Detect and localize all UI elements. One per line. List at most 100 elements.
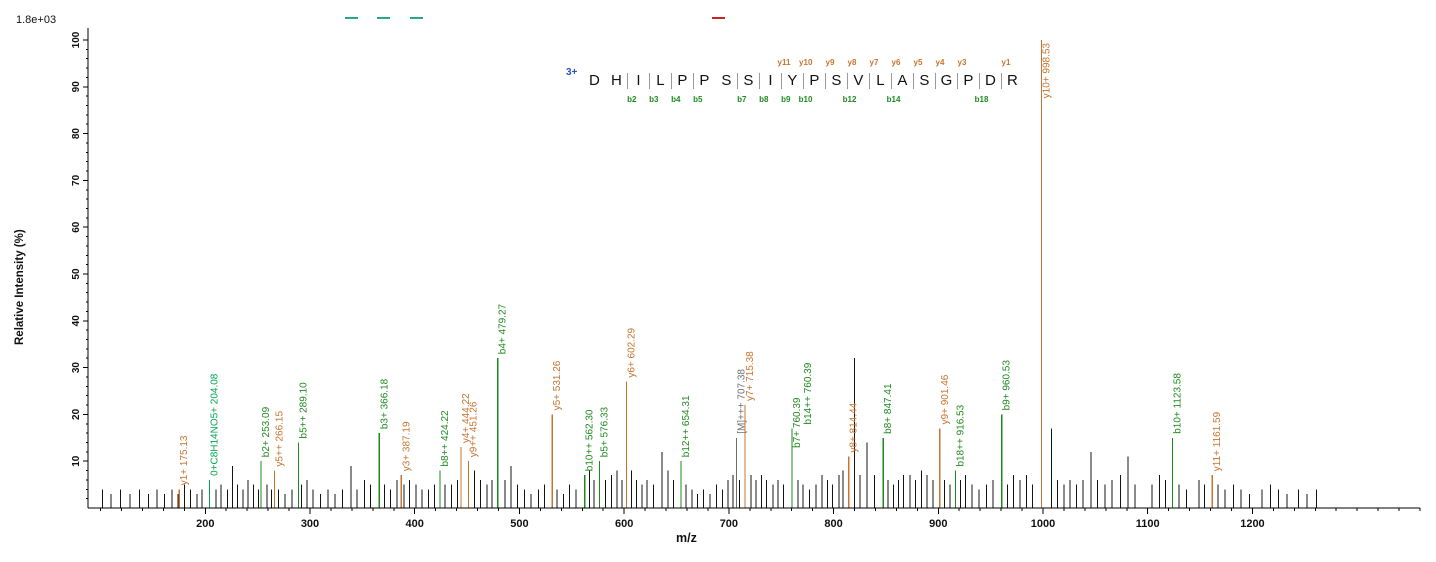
fragment-divider [803, 73, 805, 89]
svg-text:y9++ 451.26: y9++ 451.26 [468, 401, 479, 457]
svg-text:20: 20 [71, 408, 82, 420]
svg-text:200: 200 [196, 518, 214, 530]
svg-text:400: 400 [406, 518, 424, 530]
svg-text:500: 500 [510, 518, 528, 530]
svg-text:1100: 1100 [1136, 518, 1160, 530]
svg-text:y9+ 901.46: y9+ 901.46 [940, 374, 951, 424]
svg-text:y10+ 998.53: y10+ 998.53 [1041, 43, 1052, 99]
svg-text:700: 700 [720, 518, 738, 530]
svg-text:1200: 1200 [1240, 518, 1264, 530]
residue-letter: S [721, 72, 732, 89]
svg-text:[M]+++ 707.38: [M]+++ 707.38 [737, 369, 748, 434]
y-ion-label: y9 [825, 58, 835, 67]
intensity-scale-label: 1.8e+03 [16, 14, 57, 26]
svg-text:y6+ 602.29: y6+ 602.29 [627, 327, 638, 377]
svg-text:b3+ 366.18: b3+ 366.18 [379, 378, 390, 429]
b-ion-label: b10 [798, 95, 813, 104]
x-axis-title: m/z [676, 531, 697, 545]
svg-text:y5+ 531.26: y5+ 531.26 [552, 360, 563, 410]
residue-letter: I [636, 72, 641, 89]
fragment-divider [913, 73, 915, 89]
svg-text:y7+ 715.38: y7+ 715.38 [745, 351, 756, 401]
residue-letter: D [984, 72, 996, 89]
residue-letter: P [699, 72, 710, 89]
b-ion-label: b14 [886, 95, 901, 104]
y-ion-label: y8 [847, 58, 857, 67]
fragment-divider [847, 73, 849, 89]
top-mark [377, 17, 390, 19]
y-ion-label: y10 [799, 58, 813, 67]
b-ion-label: b4 [671, 95, 681, 104]
svg-text:y4+ 444.22: y4+ 444.22 [461, 393, 472, 443]
fragment-divider [825, 73, 827, 89]
residue-letter: Y [787, 72, 798, 89]
residue-letter: S [831, 72, 842, 89]
svg-text:100: 100 [71, 31, 82, 48]
top-mark [410, 17, 423, 19]
fragment-divider [869, 73, 871, 89]
b-ion-label: b12 [842, 95, 857, 104]
residue-letter: R [1006, 72, 1018, 89]
svg-text:50: 50 [71, 268, 82, 280]
y-ion-label: y1 [1001, 58, 1011, 67]
fragment-divider [649, 73, 651, 89]
top-mark [345, 17, 358, 19]
fragment-divider [671, 73, 673, 89]
svg-text:b8++ 424.22: b8++ 424.22 [440, 410, 451, 467]
svg-text:y5++ 266.15: y5++ 266.15 [275, 411, 286, 467]
svg-text:90: 90 [71, 81, 82, 93]
svg-text:800: 800 [824, 518, 842, 530]
residue-letter: I [768, 72, 773, 89]
svg-text:300: 300 [301, 518, 319, 530]
svg-text:600: 600 [615, 518, 633, 530]
svg-text:60: 60 [71, 221, 82, 233]
b-ion-label: b2 [627, 95, 637, 104]
b-ion-label: b9 [781, 95, 791, 104]
fragment-divider [935, 73, 937, 89]
residue-letter: P [677, 72, 688, 89]
fragment-divider [957, 73, 959, 89]
b-ion-label: b3 [649, 95, 659, 104]
y-ion-label: y5 [913, 58, 923, 67]
fragment-divider [1001, 73, 1003, 89]
y-ion-label: y11 [777, 58, 791, 67]
y-ion-label: y7 [869, 58, 879, 67]
fragment-divider [759, 73, 761, 89]
svg-text:40: 40 [71, 315, 82, 327]
svg-text:b2+ 253.09: b2+ 253.09 [261, 406, 272, 457]
residue-6-P: P [693, 70, 715, 92]
svg-text:10: 10 [71, 455, 82, 467]
residue-letter: S [743, 72, 754, 89]
svg-text:b5++ 289.10: b5++ 289.10 [299, 382, 310, 439]
y-ion-label: y3 [957, 58, 967, 67]
y-ion-label: y4 [935, 58, 945, 67]
residue-letter: S [919, 72, 930, 89]
svg-text:b14++ 760.39: b14++ 760.39 [803, 362, 814, 424]
residue-1-D: D [583, 70, 605, 92]
svg-text:b8+ 847.41: b8+ 847.41 [883, 383, 894, 434]
residue-letter: H [610, 72, 622, 89]
residue-letter: G [940, 72, 953, 89]
svg-text:b7+ 760.39: b7+ 760.39 [792, 397, 803, 448]
residue-letter: P [809, 72, 820, 89]
y-ion-label: y6 [891, 58, 901, 67]
svg-text:y11+ 1161.59: y11+ 1161.59 [1212, 411, 1223, 471]
residue-letter: P [963, 72, 974, 89]
svg-text:30: 30 [71, 362, 82, 374]
fragment-divider [693, 73, 695, 89]
